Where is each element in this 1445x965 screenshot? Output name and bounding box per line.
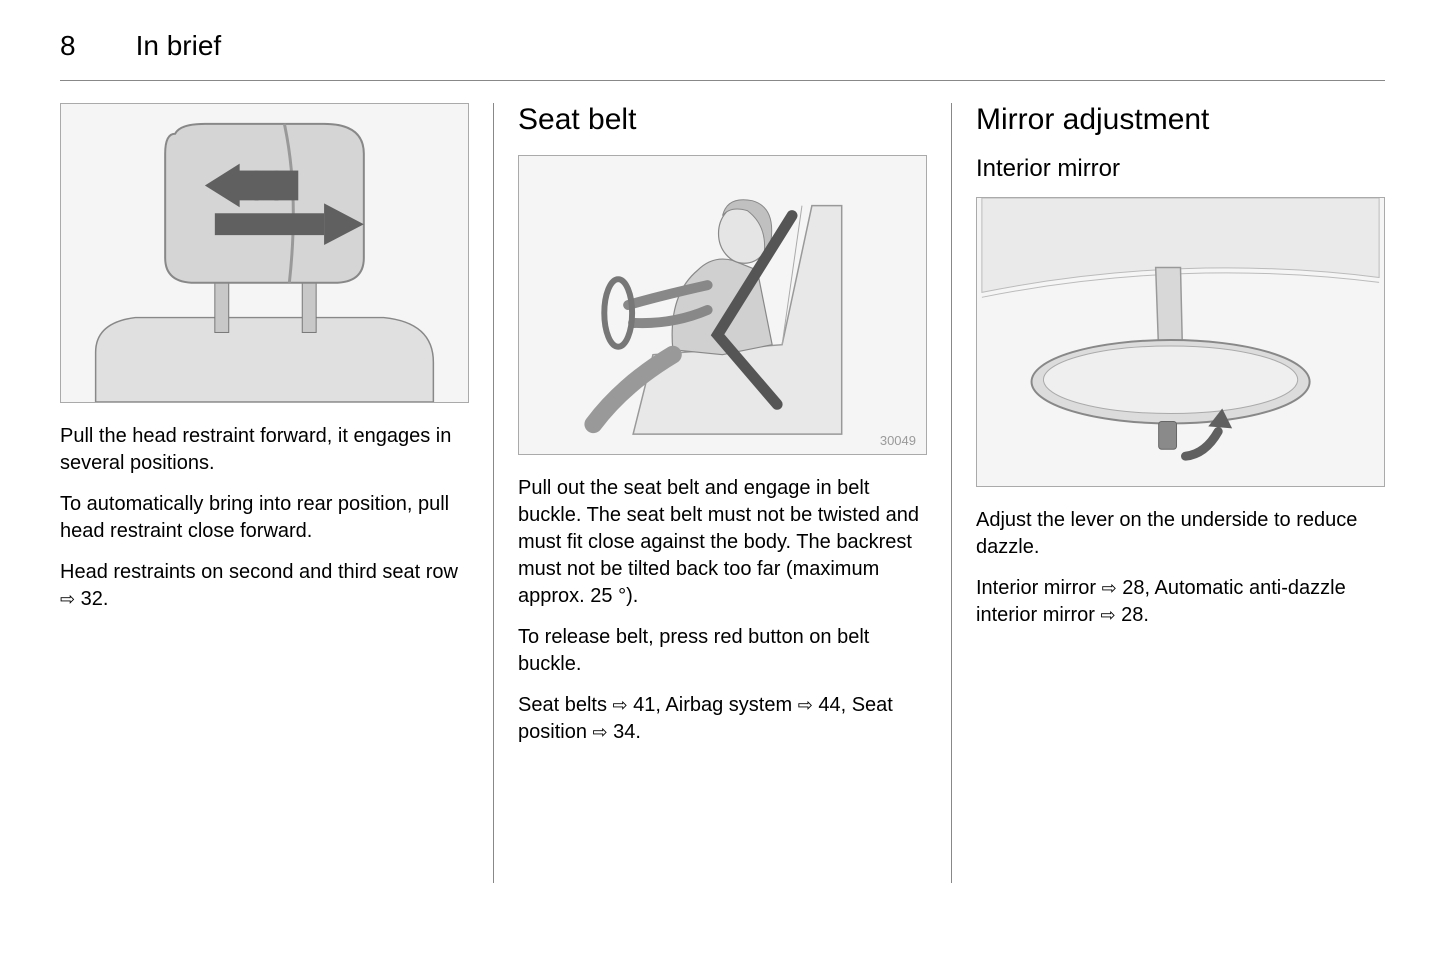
col2-para3-b: 41, Airbag system: [628, 694, 798, 716]
reference-icon: ⇨: [1102, 576, 1117, 600]
reference-icon: ⇨: [1100, 603, 1115, 627]
col1-para3: Head restraints on second and third seat…: [60, 559, 469, 613]
col3-para2-c: 28.: [1116, 604, 1149, 626]
col2-para2: To release belt, press red button on bel…: [518, 624, 927, 678]
figure-head-restraint: [60, 103, 469, 403]
column-1: Pull the head restraint forward, it enga…: [60, 103, 493, 883]
col1-para2: To automatically bring into rear positio…: [60, 491, 469, 545]
reference-icon: ⇨: [798, 693, 813, 717]
interior-mirror-subheading: Interior mirror: [976, 155, 1385, 183]
reference-icon: ⇨: [60, 587, 75, 611]
page-number: 8: [60, 30, 76, 62]
col1-para3-text-b: 32.: [75, 588, 108, 610]
reference-icon: ⇨: [593, 720, 608, 744]
mirror-adjustment-heading: Mirror adjustment: [976, 103, 1385, 137]
col3-para2: Interior mirror ⇨ 28, Automatic anti-daz…: [976, 575, 1385, 629]
col2-para3: Seat belts ⇨ 41, Airbag system ⇨ 44, Sea…: [518, 692, 927, 746]
col2-para1: Pull out the seat belt and engage in bel…: [518, 475, 927, 610]
col3-para2-a: Interior mirror: [976, 577, 1102, 599]
column-2: Seat belt 300: [494, 103, 951, 883]
seat-belt-illustration: [519, 156, 926, 454]
reference-icon: ⇨: [613, 693, 628, 717]
head-restraint-illustration: [61, 104, 468, 402]
seat-belt-heading: Seat belt: [518, 103, 927, 137]
col1-para3-text-a: Head restraints on second and third seat…: [60, 561, 458, 583]
page-header: 8 In brief: [60, 30, 1385, 81]
col2-para3-a: Seat belts: [518, 694, 613, 716]
chapter-title: In brief: [136, 30, 222, 62]
content-columns: Pull the head restraint forward, it enga…: [60, 103, 1385, 883]
col3-para1: Adjust the lever on the underside to red…: [976, 507, 1385, 561]
figure-interior-mirror: [976, 197, 1385, 487]
col2-para3-d: 34.: [608, 721, 641, 743]
interior-mirror-illustration: [977, 198, 1384, 486]
figure-seat-belt: 30049: [518, 155, 927, 455]
column-3: Mirror adjustment Interior mirror Adjust…: [952, 103, 1385, 883]
col1-para1: Pull the head restraint forward, it enga…: [60, 423, 469, 477]
figure-label-seatbelt: 30049: [880, 433, 916, 448]
